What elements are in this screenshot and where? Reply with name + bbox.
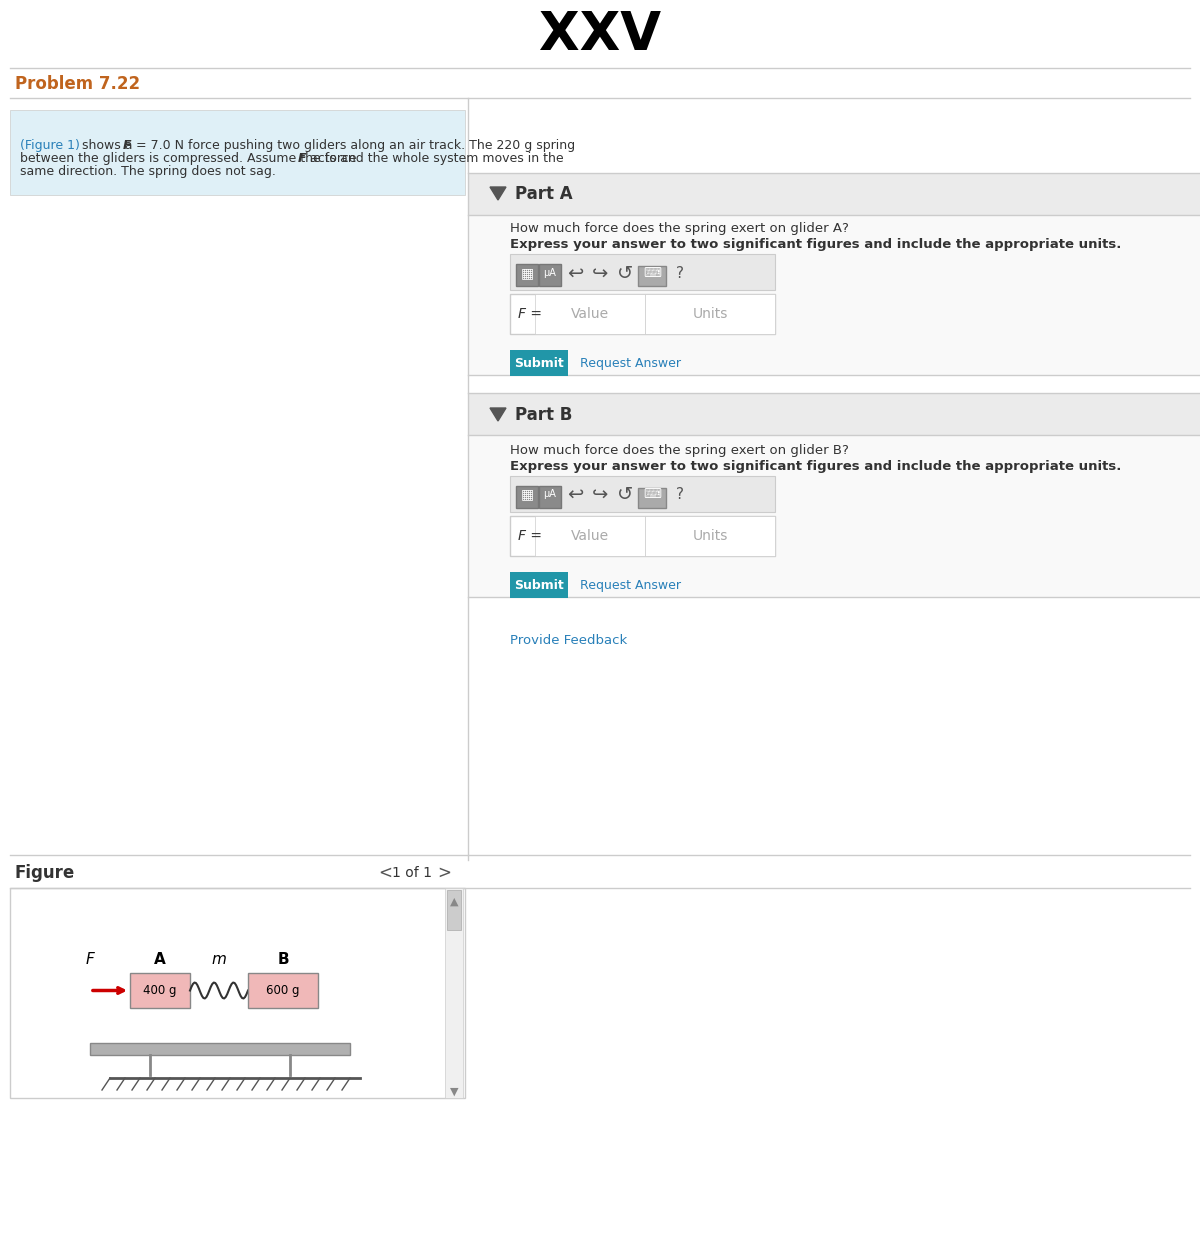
- Bar: [248, 973, 318, 1008]
- Bar: [468, 215, 1200, 375]
- Polygon shape: [490, 186, 506, 200]
- Text: acts and the whole system moves in the: acts and the whole system moves in the: [306, 152, 564, 164]
- Bar: [516, 486, 538, 508]
- Text: Value: Value: [571, 530, 610, 543]
- Text: Figure: Figure: [14, 864, 76, 883]
- Text: F =: F =: [518, 307, 542, 321]
- Bar: [516, 264, 538, 286]
- Bar: [468, 393, 1200, 435]
- Text: Units: Units: [692, 530, 727, 543]
- Text: How much force does the spring exert on glider B?: How much force does the spring exert on …: [510, 444, 848, 456]
- Bar: [638, 266, 666, 286]
- Bar: [535, 516, 646, 556]
- Text: Request Answer: Request Answer: [580, 357, 682, 369]
- Text: Units: Units: [692, 307, 727, 321]
- Text: Express your answer to two significant figures and include the appropriate units: Express your answer to two significant f…: [510, 460, 1121, 472]
- Text: F =: F =: [518, 530, 542, 543]
- Text: (Figure 1): (Figure 1): [20, 138, 80, 152]
- Bar: [90, 1043, 350, 1055]
- Text: ▦: ▦: [521, 266, 534, 280]
- Text: μA: μA: [544, 268, 557, 278]
- Bar: [445, 888, 463, 1098]
- Text: ▲: ▲: [450, 897, 458, 907]
- Text: <: <: [378, 864, 392, 883]
- Text: ↪: ↪: [592, 264, 608, 282]
- Text: >: >: [437, 864, 451, 883]
- Text: A: A: [154, 951, 166, 967]
- Text: ↪: ↪: [592, 485, 608, 503]
- Text: Request Answer: Request Answer: [580, 578, 682, 592]
- Text: 600 g: 600 g: [266, 984, 300, 997]
- Text: Part B: Part B: [515, 406, 572, 424]
- Bar: [10, 109, 466, 195]
- Bar: [638, 488, 666, 508]
- Bar: [468, 435, 1200, 597]
- Text: Submit: Submit: [514, 578, 564, 592]
- Text: Provide Feedback: Provide Feedback: [510, 634, 628, 646]
- Bar: [646, 295, 775, 334]
- Text: ↺: ↺: [617, 264, 634, 282]
- Text: F: F: [124, 138, 132, 152]
- Bar: [510, 295, 775, 334]
- Text: between the gliders is compressed. Assume the force: between the gliders is compressed. Assum…: [20, 152, 360, 164]
- Bar: [535, 295, 646, 334]
- Text: shows a: shows a: [78, 138, 137, 152]
- Text: same direction. The spring does not sag.: same direction. The spring does not sag.: [20, 164, 276, 178]
- Text: ↺: ↺: [617, 485, 634, 503]
- Text: ▦: ▦: [521, 487, 534, 501]
- Text: ↩: ↩: [566, 264, 583, 282]
- Text: 400 g: 400 g: [143, 984, 176, 997]
- Text: ▼: ▼: [450, 1086, 458, 1098]
- Text: = 7.0 N force pushing two gliders along an air track. The 220 g spring: = 7.0 N force pushing two gliders along …: [132, 138, 575, 152]
- Text: ⌨: ⌨: [643, 266, 661, 280]
- Text: Submit: Submit: [514, 357, 564, 369]
- Bar: [510, 351, 568, 375]
- Text: F: F: [85, 951, 95, 967]
- Bar: [510, 516, 775, 556]
- Bar: [510, 254, 775, 290]
- Polygon shape: [490, 408, 506, 421]
- Text: Part A: Part A: [515, 185, 572, 203]
- Text: ?: ?: [676, 266, 684, 281]
- Bar: [539, 486, 562, 508]
- Bar: [646, 516, 775, 556]
- Text: ↩: ↩: [566, 485, 583, 503]
- Text: XXV: XXV: [539, 9, 661, 61]
- Bar: [539, 264, 562, 286]
- Bar: [10, 888, 466, 1098]
- Text: Value: Value: [571, 307, 610, 321]
- Text: Express your answer to two significant figures and include the appropriate units: Express your answer to two significant f…: [510, 237, 1121, 251]
- Bar: [468, 173, 1200, 215]
- Text: Problem 7.22: Problem 7.22: [14, 75, 140, 93]
- Text: B: B: [277, 951, 289, 967]
- Text: ?: ?: [676, 486, 684, 501]
- Bar: [130, 973, 190, 1008]
- Text: ⌨: ⌨: [643, 487, 661, 501]
- Text: μA: μA: [544, 488, 557, 498]
- Text: m: m: [211, 951, 227, 967]
- Text: F: F: [298, 152, 306, 164]
- Bar: [446, 890, 461, 930]
- Bar: [510, 572, 568, 598]
- Text: How much force does the spring exert on glider A?: How much force does the spring exert on …: [510, 221, 848, 235]
- Bar: [510, 476, 775, 512]
- Text: 1 of 1: 1 of 1: [392, 866, 432, 880]
